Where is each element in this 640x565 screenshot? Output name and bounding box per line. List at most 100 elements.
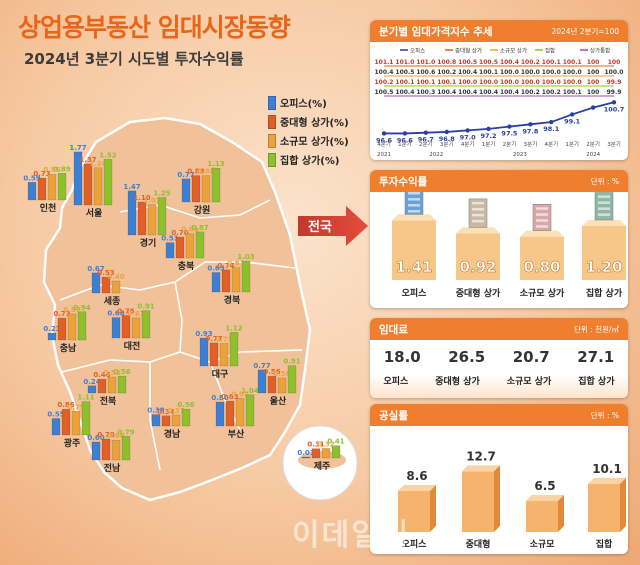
region-bar-value-2-3: 1.25 <box>153 190 170 198</box>
return-label-3: 집합 상가 <box>586 287 623 299</box>
region-bar-value-16-0: 0.01 <box>297 449 314 457</box>
line-x-tick-6: 2분기 <box>503 140 517 148</box>
rent-value-midlarge: 26.5 <box>448 348 486 366</box>
region-bar-10-0 <box>87 385 97 394</box>
office-index-label-6: 97.5 <box>501 130 518 138</box>
rent-label-small: 소규모 상가 <box>506 377 552 387</box>
legend-swatch-midlarge <box>268 114 276 129</box>
office-index-point-1 <box>402 131 408 136</box>
upper-series-label-3-11: 99.9 <box>607 89 622 96</box>
region-bar-14-1 <box>225 400 235 427</box>
line-year-2: 2023 <box>513 152 527 158</box>
region-bar-value-10-0: 0.24 <box>83 378 100 386</box>
office-index-point-0 <box>381 131 387 136</box>
region-name-1: 서울 <box>86 207 103 219</box>
line-year-1: 2022 <box>429 152 443 158</box>
line-x-tick-3: 3분기 <box>440 140 454 148</box>
region-bar-value-1-3: 1.52 <box>99 151 116 159</box>
upper-series-label-2-0: 100.2 <box>375 79 394 86</box>
rent-values: 18.0 26.5 20.7 27.1 <box>370 348 628 366</box>
panel-vacancy-header: 공실률 단위 : % <box>370 404 628 426</box>
region-bar-10-1 <box>97 378 107 394</box>
region-bar-value-9-2: 0.75 <box>215 336 232 344</box>
rent-label-office: 오피스 <box>383 377 409 387</box>
region-bar-6-3 <box>241 260 251 293</box>
upper-series-label-2-2: 100.1 <box>416 79 435 86</box>
line-legend-label-1: 중대형 상가 <box>455 47 482 55</box>
return-value-1: 0.92 <box>459 258 496 276</box>
vacancy-bar-side-2 <box>558 495 564 532</box>
upper-series-label-2-10: 100 <box>587 79 600 86</box>
vacancy-unit: 단위 : % <box>590 410 619 420</box>
upper-series-label-0-9: 100.1 <box>563 59 582 66</box>
region-bar-13-3 <box>181 408 191 427</box>
region-bar-value-14-0: 0.80 <box>211 394 228 402</box>
return-box-top-0 <box>392 214 436 221</box>
office-index-label-0: 96.6 <box>376 136 393 144</box>
legend-item-midlarge: 중대형 상가(%) <box>268 113 349 130</box>
region-bar-1-2 <box>93 167 103 206</box>
watermark: 이데일리 <box>292 518 411 553</box>
vacancy-value-3: 10.1 <box>592 462 622 476</box>
region-bar-16-3 <box>331 445 341 459</box>
office-index-point-8 <box>549 119 554 125</box>
region-bar-value-4-1: 0.70 <box>171 229 188 237</box>
region-name-7: 충남 <box>60 342 77 354</box>
region-bar-value-14-1: 0.83 <box>221 393 238 401</box>
vacancy-label-1: 중대형 <box>466 538 491 550</box>
region-bar-10-3 <box>117 375 127 394</box>
region-bar-3-2 <box>201 175 211 203</box>
panel-return-header: 투자수익률 단위 : % <box>370 170 628 192</box>
rent-label-midlarge: 중대형 상가 <box>435 377 480 387</box>
region-bar-value-10-1: 0.46 <box>93 371 110 379</box>
region-bar-9-2 <box>219 343 229 367</box>
line-x-tick-9: 1분기 <box>565 140 579 148</box>
region-bar-7-1 <box>57 317 67 341</box>
region-bar-value-4-0: 0.51 <box>161 235 178 243</box>
region-bar-value-0-3: 0.89 <box>53 165 70 173</box>
region-name-10: 전북 <box>100 395 117 407</box>
region-bar-16-2 <box>321 448 331 459</box>
region-bar-value-1-0: 1.77 <box>69 144 86 152</box>
office-index-label-7: 97.8 <box>522 127 539 135</box>
upper-series-label-1-2: 100.6 <box>416 69 435 76</box>
region-bar-11-3 <box>287 365 297 394</box>
region-bar-value-16-2: 0.32 <box>317 440 334 448</box>
region-bar-value-8-1: 0.75 <box>117 308 134 316</box>
region-bar-15-0 <box>91 441 101 461</box>
region-bar-9-1 <box>209 342 219 367</box>
region-bar-15-2 <box>111 439 121 461</box>
region-name-11: 울산 <box>270 395 287 407</box>
region-name-0: 인천 <box>40 203 57 214</box>
region-bar-16-1 <box>311 448 321 459</box>
rent-title: 임대료 <box>379 323 408 336</box>
building-window-0-5 <box>408 210 420 213</box>
upper-series-label-0-0: 101.1 <box>375 59 394 66</box>
building-window-2-1 <box>536 213 548 216</box>
region-bar-7-2 <box>67 313 77 341</box>
building-window-3-3 <box>598 207 610 210</box>
office-index-point-4 <box>465 128 470 133</box>
upper-series-label-3-7: 100.2 <box>521 89 540 96</box>
region-bar-value-10-2: 0.53 <box>103 369 120 377</box>
legend-swatch-aggregate <box>268 152 276 167</box>
panel-investment-return: 투자수익률 단위 : % 1.41 오피스 0.92 중대형 상가 0.80 소규모 상가… <box>370 170 628 308</box>
return-label-2: 소규모 상가 <box>520 287 565 299</box>
rent-label-aggregate: 집합 상가 <box>578 377 615 387</box>
region-bar-0-0 <box>27 182 37 201</box>
building-icon-2 <box>532 204 552 231</box>
region-bar-value-15-0: 0.60 <box>87 434 104 442</box>
region-bar-value-6-3: 1.03 <box>237 253 254 261</box>
region-bar-value-3-2: 0.88 <box>197 168 214 176</box>
vacancy-value-0: 8.6 <box>406 469 427 483</box>
region-bar-value-7-1: 0.73 <box>53 310 70 318</box>
rent-labels: 오피스 중대형 상가 소규모 상가 집합 상가 <box>370 374 628 387</box>
region-name-8: 대전 <box>124 340 141 352</box>
building-window-0-4 <box>408 204 420 207</box>
line-year-3: 2024 <box>586 152 600 158</box>
upper-series-label-0-10: 100 <box>587 59 600 66</box>
office-index-point-9 <box>569 112 575 117</box>
nationwide-arrow: 전국 <box>298 206 368 246</box>
region-bar-13-0 <box>151 414 161 427</box>
return-unit: 단위 : % <box>590 176 619 186</box>
